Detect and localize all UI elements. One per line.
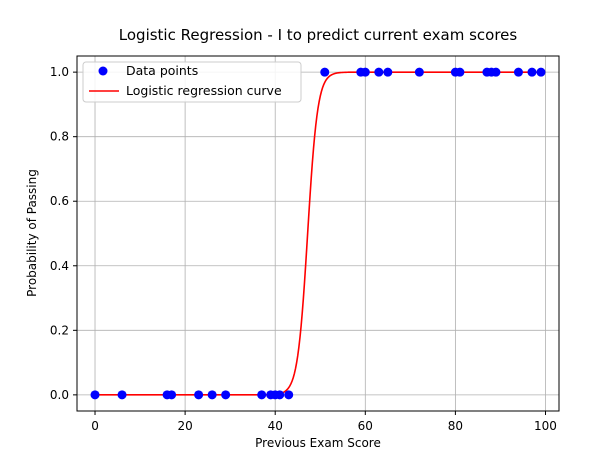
y-tick-label: 0.8 (50, 130, 69, 144)
data-point (117, 390, 127, 400)
legend-box (82, 61, 302, 103)
data-point (284, 390, 294, 400)
data-point (414, 67, 424, 77)
plot-frame (76, 55, 560, 412)
y-tick-label: 0.6 (50, 194, 69, 208)
data-point (374, 67, 384, 77)
x-axis-label: Previous Exam Score (255, 436, 381, 450)
data-point (491, 67, 501, 77)
data-point (207, 390, 217, 400)
data-point (536, 67, 546, 77)
data-point (167, 390, 177, 400)
data-point (527, 67, 537, 77)
legend-marker-data-points (98, 66, 108, 76)
x-tick-label: 20 (177, 419, 192, 433)
legend-label-regression: Logistic regression curve (126, 83, 282, 98)
data-point (513, 67, 523, 77)
data-point (320, 67, 330, 77)
y-tick-label: 0.0 (50, 388, 69, 402)
x-tick-label: 80 (448, 419, 463, 433)
y-axis-label: Probability of Passing (25, 169, 39, 297)
x-axis: 0 20 40 60 80 100 (91, 411, 557, 433)
data-point (360, 67, 370, 77)
data-point (194, 390, 204, 400)
data-point (257, 390, 267, 400)
x-tick-label: 40 (268, 419, 283, 433)
legend: Data points Logistic regression curve (82, 61, 302, 103)
y-axis: 0.0 0.2 0.4 0.6 0.8 1.0 (50, 65, 77, 402)
y-tick-label: 0.4 (50, 259, 69, 273)
legend-label-data-points: Data points (126, 63, 198, 78)
data-point (221, 390, 231, 400)
data-point (455, 67, 465, 77)
data-point (275, 390, 285, 400)
x-tick-label: 0 (91, 419, 99, 433)
chart-title: Logistic Regression - I to predict curre… (119, 26, 518, 44)
points-layer (90, 67, 546, 400)
y-tick-label: 0.2 (50, 323, 69, 337)
data-point (383, 67, 393, 77)
x-tick-label: 100 (534, 419, 557, 433)
y-tick-label: 1.0 (50, 65, 69, 79)
x-tick-label: 60 (358, 419, 373, 433)
data-point (90, 390, 100, 400)
grid (77, 56, 559, 411)
